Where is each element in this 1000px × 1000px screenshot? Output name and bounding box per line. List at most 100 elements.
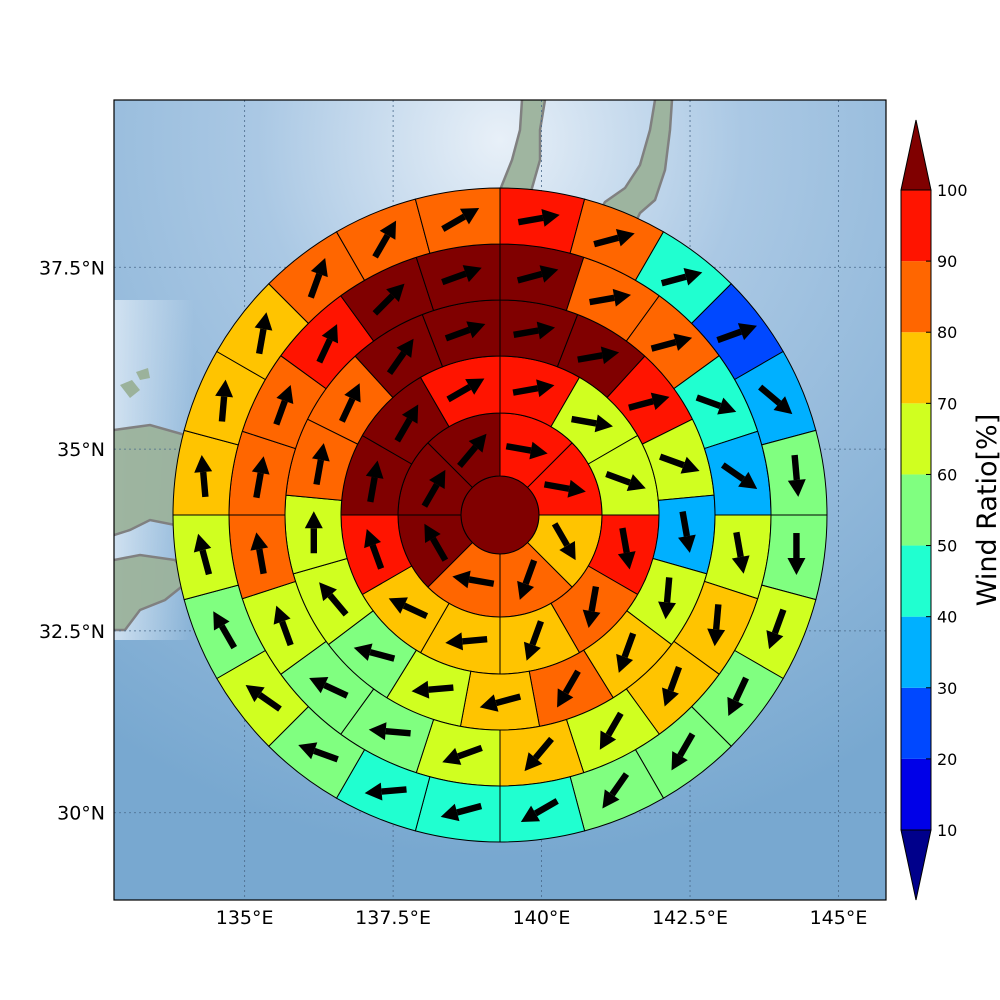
wind-arrow-head [309,676,329,694]
wind-arrow-shaft [307,272,323,299]
wind-arrow-shaft [712,604,722,630]
wind-arrow-head [462,265,482,283]
wind-arrow-shaft [255,328,267,355]
wind-arrow-shaft [733,531,744,558]
wind-arrow-shaft [199,549,213,576]
wind-arrow-shaft [505,443,532,454]
wind-arrows [193,208,806,822]
colorbar-tick-label: 20 [937,750,957,769]
wind-arrow-head [594,414,613,433]
wind-arrow-shaft [257,692,282,712]
wind-arrow-head [557,688,574,708]
wind-arrow-head [215,379,234,398]
wind-arrow-head [304,511,323,529]
colorbar-tick-label: 60 [937,465,957,484]
x-tick-label: 135°E [216,907,274,929]
wind-arrow-head [298,742,318,760]
wind-arrow-shaft [444,326,471,342]
wind-arrow-head [319,582,337,602]
wind-arrow-head [524,752,543,772]
wind-arrow-head [523,641,541,661]
colorbar-segment [901,190,931,262]
colorbar-tick-label: 90 [937,252,957,271]
wind-arrow-shaft [313,747,339,763]
map-area [114,100,886,900]
wind-arrow-head [683,268,703,286]
wind-arrow-head [599,730,617,750]
wind-arrow-shaft [529,620,544,646]
wind-arrow-shaft [372,293,395,316]
wind-arrow-shaft [667,665,683,692]
wind-arrow-head [310,258,328,278]
wind-arrow-head [536,321,556,340]
wind-arrow-shaft [562,669,581,695]
wind-arrow-head [773,396,793,415]
colorbar-tick-label: 80 [937,323,957,342]
wind-arrow-head [250,532,269,551]
wind-arrow-shaft [621,632,637,659]
colorbar-title: Wind Ratio[%] [972,414,1000,606]
wind-arrow-head [396,338,414,358]
wind-arrow-head [731,555,750,574]
wind-arrow-head [707,628,726,647]
wind-arrow-shaft [402,602,429,620]
wind-arrow-head [680,456,700,474]
wind-arrow-shaft [758,384,782,406]
wind-arrow-head [365,460,384,479]
wind-arrow-shaft [522,559,538,585]
colorbar-segment [901,261,931,333]
wind-arrow-head [193,533,212,553]
wind-arrow-head [600,346,620,365]
y-tick-label: 37.5°N [39,257,105,279]
colorbar-segment [901,758,931,830]
wind-arrow-shaft [313,459,324,486]
wind-arrow-head [671,751,688,771]
colorbar-over-extension [900,119,932,191]
y-tick-label: 32.5°N [39,621,105,643]
wind-arrow-head [787,558,806,576]
wind-arrow-head [662,687,679,707]
wind-arrow-head [612,288,632,307]
wind-arrow-head [311,443,330,462]
colorbar-segment [901,474,931,546]
wind-arrow-shaft [218,396,228,422]
wind-arrow-shaft [577,352,603,363]
wind-arrow-head [602,789,620,809]
wind-arrow-shaft [369,543,385,570]
colorbar-segment [901,687,931,759]
wind-arrow-shaft [367,476,378,503]
wind-arrow-shaft [468,576,495,587]
wind-arrow-head [411,680,430,699]
wind-arrow-shaft [663,577,673,603]
wind-arrow-shaft [386,350,407,376]
wind-arrow-head [466,321,486,339]
wind-arrow-shaft [628,398,654,411]
wind-arrow-head [465,378,485,395]
wind-arrow-shaft [593,234,620,248]
wind-arrow-head [626,474,646,492]
wind-arrow-shaft [791,454,800,481]
wind-arrow-head [559,540,576,561]
wind-arrow-head [442,747,462,765]
wind-arrow-shaft [457,444,479,469]
wind-arrow-shaft [428,684,454,693]
wind-arrow-shaft [517,214,544,226]
x-tick-label: 142.5°E [652,907,728,929]
colorbar-tick-label: 30 [937,679,957,698]
shikoku-land [114,555,190,630]
colorbar-segment [901,332,931,404]
wind-arrow-shaft [327,593,349,617]
wind-arrow-head [541,209,560,227]
wind-arrow-shaft [218,624,238,650]
wind-arrow-shaft [650,339,677,352]
wind-arrow-shaft [660,273,687,287]
wind-arrow-head [738,471,758,490]
wind-arrow-shaft [732,676,749,702]
wind-sectors [172,187,828,843]
wind-arrow-shaft [495,693,522,707]
y-tick-label: 35°N [57,439,105,461]
x-tick-label: 140°E [513,907,571,929]
colorbar-tick-label: 10 [937,821,957,840]
wind-arrow-shaft [679,511,691,537]
wind-arrow-head [386,283,405,303]
